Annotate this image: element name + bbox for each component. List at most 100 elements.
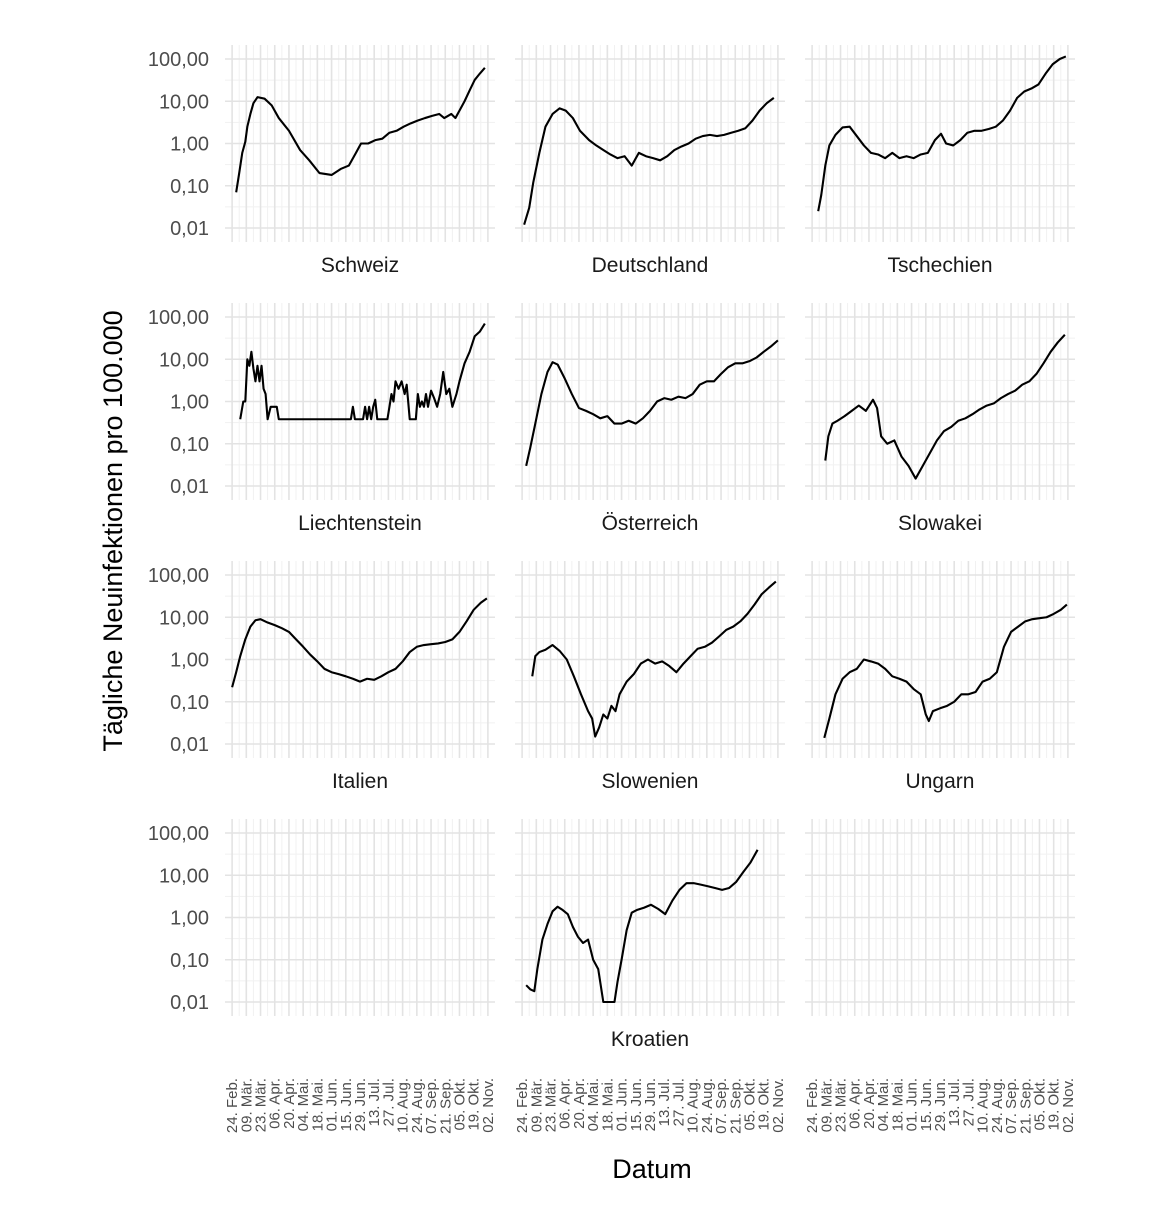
facet-panel: Tschechien (805, 45, 1075, 277)
x-tick-label: 21. Sep. (437, 1078, 454, 1134)
x-tick-label: 23. Mär. (253, 1078, 270, 1132)
y-tick-label: 100,00 (148, 49, 209, 71)
x-tick-label: 24. Aug. (409, 1078, 426, 1133)
x-tick-label: 10. Aug. (395, 1078, 412, 1133)
facet-panel: Ungarn (805, 561, 1075, 793)
x-tick-label: 19. Okt. (756, 1078, 773, 1131)
x-tick-label: 06. Apr. (267, 1078, 284, 1129)
facet-panel (225, 819, 495, 1016)
x-tick-label: 18. Mai. (309, 1078, 326, 1131)
panel-label: Tschechien (887, 254, 992, 277)
panel-label: Schweiz (321, 254, 399, 277)
facet-panel: Kroatien (515, 819, 785, 1051)
panel-label: Liechtenstein (298, 512, 422, 535)
x-tick-label: 24. Feb. (514, 1078, 531, 1133)
x-tick-label: 07. Sep. (423, 1078, 440, 1134)
facet-panel: Italien (225, 561, 495, 793)
panel-label: Deutschland (592, 254, 709, 277)
x-tick-label: 24. Aug. (989, 1078, 1006, 1133)
x-tick-label: 21. Sep. (727, 1078, 744, 1134)
x-tick-label: 07. Sep. (1003, 1078, 1020, 1134)
x-tick-label: 04. Mai. (875, 1078, 892, 1131)
facet-panel: Österreich (515, 303, 785, 535)
x-tick-label: 23. Mär. (833, 1078, 850, 1132)
x-axis-title: Datum (612, 1154, 692, 1184)
series-line (239, 322, 486, 421)
x-tick-label: 27. Jul. (380, 1078, 397, 1126)
series-line (525, 849, 759, 1004)
x-tick-label: 05. Okt. (741, 1078, 758, 1131)
panel-label: Kroatien (611, 1028, 689, 1051)
x-tick-label: 13. Jul. (366, 1078, 383, 1126)
y-tick-label: 1,00 (170, 392, 209, 414)
x-tick-label: 09. Mär. (528, 1078, 545, 1132)
facet-panel: Schweiz (225, 45, 495, 277)
x-tick-label: 19. Okt. (1046, 1078, 1063, 1131)
facet-panel: Liechtenstein (225, 303, 495, 535)
series-line (231, 597, 488, 688)
x-tick-label: 24. Aug. (699, 1078, 716, 1133)
series-line (817, 55, 1067, 212)
y-tick-label: 100,00 (148, 565, 209, 587)
panel-label: Slowakei (898, 512, 982, 535)
x-tick-label: 15. Jun. (918, 1078, 935, 1131)
series-line (235, 67, 486, 193)
series-line (823, 603, 1068, 739)
x-tick-label: 07. Sep. (713, 1078, 730, 1134)
x-tick-label: 04. Mai. (585, 1078, 602, 1131)
y-tick-label: 0,01 (170, 218, 209, 240)
y-tick-label: 0,01 (170, 734, 209, 756)
series-line (523, 97, 775, 225)
y-tick-label: 100,00 (148, 307, 209, 329)
x-tick-label: 15. Jun. (338, 1078, 355, 1131)
x-tick-label: 13. Jul. (946, 1078, 963, 1126)
x-tick-label: 27. Jul. (960, 1078, 977, 1126)
x-tick-label: 29. Jun. (642, 1078, 659, 1131)
y-tick-label: 0,01 (170, 476, 209, 498)
y-axis-title: Tägliche Neuinfektionen pro 100.000 (98, 310, 128, 751)
y-tick-label: 1,00 (170, 650, 209, 672)
x-tick-label: 02. Nov. (770, 1078, 787, 1133)
panel-label: Österreich (602, 512, 699, 535)
x-tick-label: 01. Jun. (324, 1078, 341, 1131)
panel-label: Slowenien (602, 770, 699, 793)
x-tick-label: 20. Apr. (861, 1078, 878, 1129)
x-tick-label: 20. Apr. (571, 1078, 588, 1129)
x-tick-label: 21. Sep. (1017, 1078, 1034, 1134)
x-tick-label: 13. Jul. (656, 1078, 673, 1126)
x-tick-label: 06. Apr. (847, 1078, 864, 1129)
panel-label: Ungarn (906, 770, 975, 793)
series-line (525, 339, 779, 467)
x-tick-label: 09. Mär. (238, 1078, 255, 1132)
x-tick-label: 24. Feb. (224, 1078, 241, 1133)
panel-label: Italien (332, 770, 388, 793)
y-tick-label: 0,10 (170, 434, 209, 456)
y-tick-label: 0,10 (170, 692, 209, 714)
x-tick-label: 04. Mai. (295, 1078, 312, 1131)
y-tick-label: 100,00 (148, 823, 209, 845)
facet-panel (805, 819, 1075, 1016)
y-tick-label: 10,00 (159, 91, 209, 113)
x-tick-label: 18. Mai. (599, 1078, 616, 1131)
y-tick-label: 0,10 (170, 176, 209, 198)
x-tick-label: 23. Mär. (543, 1078, 560, 1132)
x-tick-label: 01. Jun. (904, 1078, 921, 1131)
facet-panel: Slowenien (515, 561, 785, 793)
y-tick-label: 0,10 (170, 950, 209, 972)
y-tick-label: 10,00 (159, 865, 209, 887)
facet-panel: Slowakei (805, 303, 1075, 535)
series-line (824, 334, 1066, 480)
x-tick-label: 02. Nov. (480, 1078, 497, 1133)
x-tick-label: 06. Apr. (557, 1078, 574, 1129)
x-tick-label: 20. Apr. (281, 1078, 298, 1129)
x-tick-label: 05. Okt. (1031, 1078, 1048, 1131)
x-tick-label: 10. Aug. (975, 1078, 992, 1133)
x-tick-label: 01. Jun. (614, 1078, 631, 1131)
x-tick-label: 10. Aug. (685, 1078, 702, 1133)
x-tick-label: 27. Jul. (670, 1078, 687, 1126)
x-tick-label: 15. Jun. (628, 1078, 645, 1131)
x-tick-label: 09. Mär. (818, 1078, 835, 1132)
x-tick-label: 18. Mai. (889, 1078, 906, 1131)
